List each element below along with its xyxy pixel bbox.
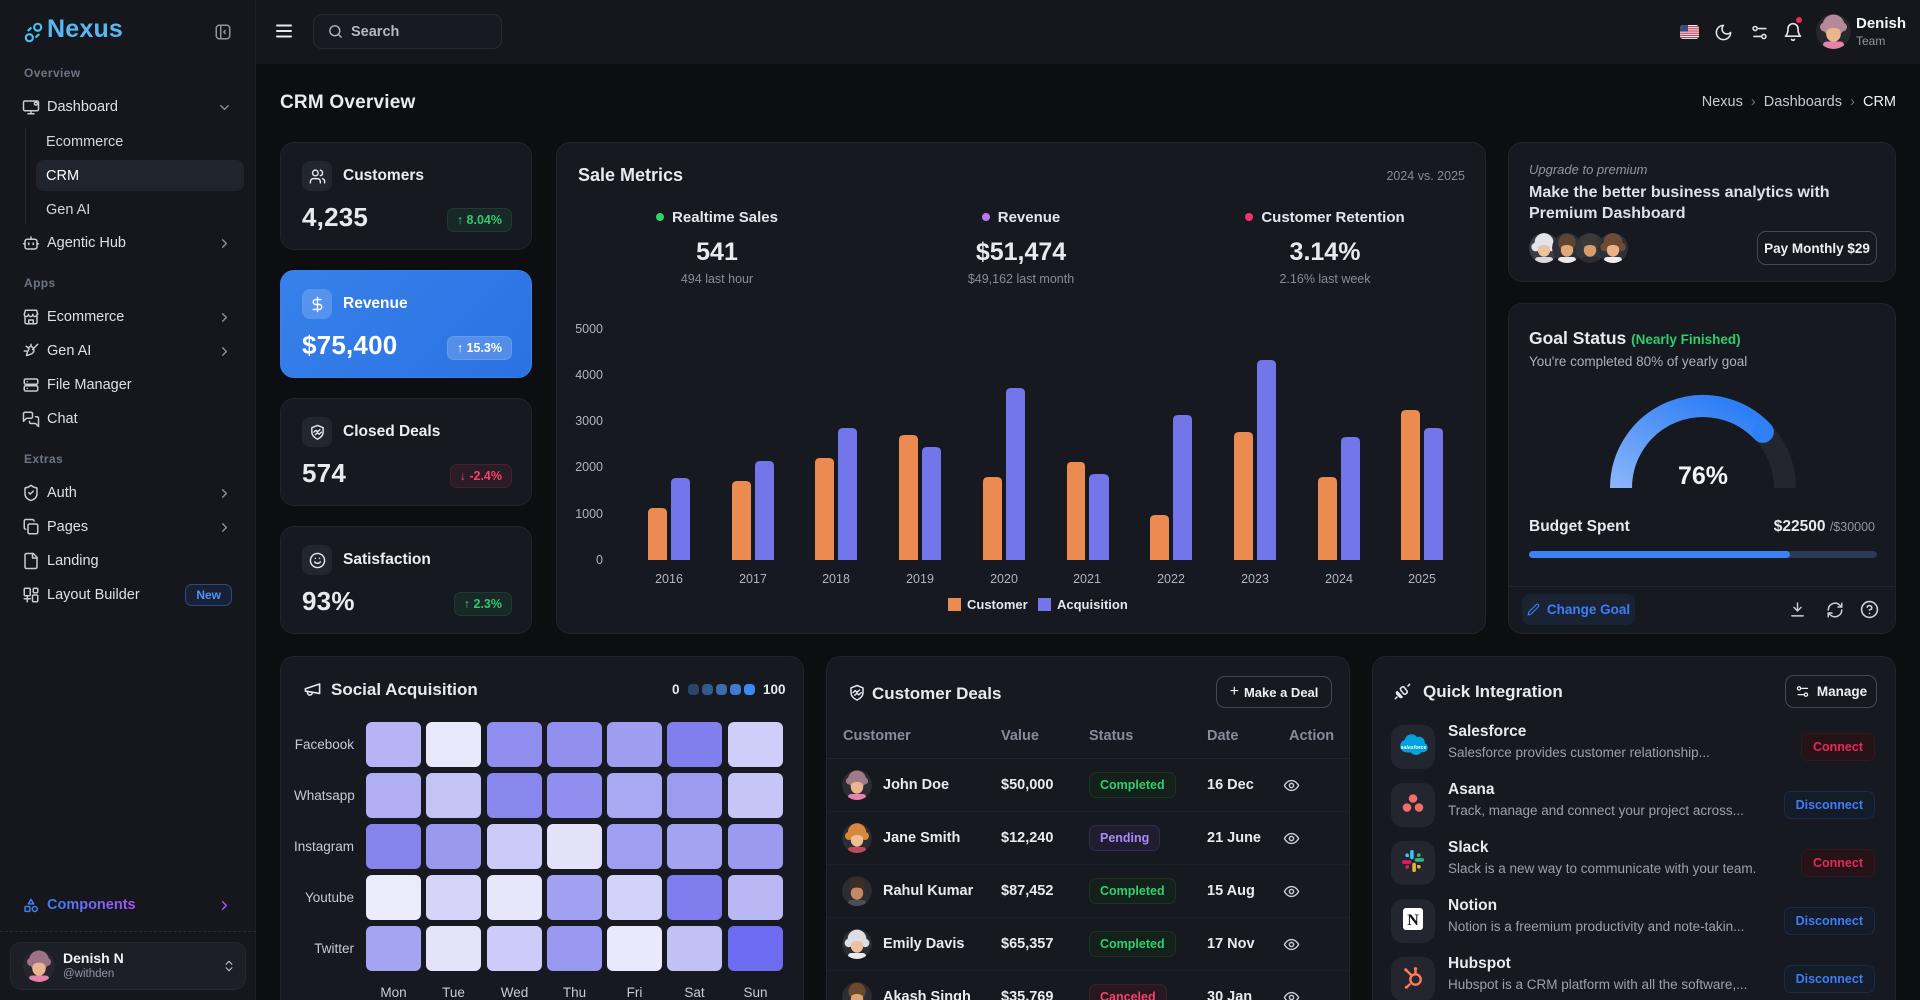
- svg-text:Acquisition: Acquisition: [1057, 597, 1128, 612]
- svg-text:2024: 2024: [1325, 572, 1353, 586]
- svg-text:salesforce: salesforce: [1401, 745, 1427, 751]
- svg-text:1000: 1000: [575, 507, 603, 521]
- svg-text:2023: 2023: [1241, 572, 1269, 586]
- svg-text:4000: 4000: [575, 368, 603, 382]
- svg-text:2021: 2021: [1073, 572, 1101, 586]
- svg-text:0: 0: [596, 553, 603, 567]
- svg-text:2019: 2019: [906, 572, 934, 586]
- svg-text:76%: 76%: [1678, 462, 1728, 490]
- svg-text:N: N: [1407, 912, 1419, 929]
- svg-text:2022: 2022: [1157, 572, 1185, 586]
- svg-text:2017: 2017: [739, 572, 767, 586]
- svg-text:2020: 2020: [990, 572, 1018, 586]
- svg-text:2018: 2018: [822, 572, 850, 586]
- svg-text:Customer: Customer: [967, 597, 1028, 612]
- svg-text:2000: 2000: [575, 460, 603, 474]
- svg-text:3000: 3000: [575, 414, 603, 428]
- svg-text:2016: 2016: [655, 572, 683, 586]
- svg-text:2025: 2025: [1408, 572, 1436, 586]
- svg-text:5000: 5000: [575, 322, 603, 336]
